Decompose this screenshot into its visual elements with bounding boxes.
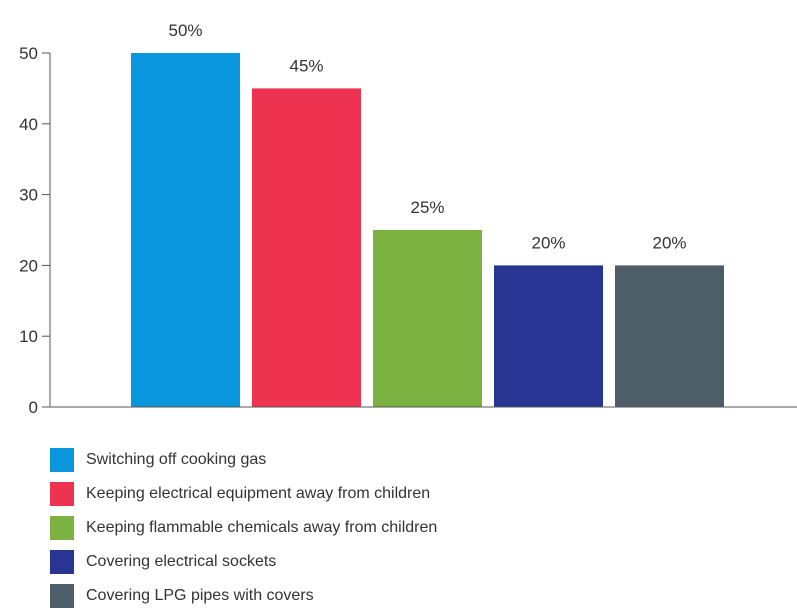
- bar-data-label: 20%: [652, 233, 686, 252]
- y-tick-label: 50: [19, 44, 38, 63]
- y-tick-label: 20: [19, 256, 38, 275]
- bar-data-label: 20%: [531, 233, 565, 252]
- legend-item: Covering LPG pipes with covers: [50, 579, 437, 613]
- bar: [615, 265, 724, 407]
- bar: [252, 88, 361, 408]
- y-tick-label: 10: [19, 327, 38, 346]
- y-axis: 0 10 20 30 40 50: [19, 44, 51, 417]
- y-tick-label: 0: [29, 398, 38, 417]
- legend-item: Keeping flammable chemicals away from ch…: [50, 511, 437, 545]
- bar-chart: 0 10 20 30 40 50 50% 45% 25% 20% 20%: [19, 21, 797, 417]
- legend-swatch: [50, 584, 74, 608]
- bars: [131, 53, 724, 408]
- legend-label: Keeping flammable chemicals away from ch…: [86, 519, 438, 536]
- legend-swatch: [50, 448, 74, 472]
- legend-item: Keeping electrical equipment away from c…: [50, 477, 437, 511]
- bar-data-label: 45%: [289, 56, 323, 75]
- bar: [494, 265, 603, 407]
- legend-item: Covering electrical sockets: [50, 545, 437, 579]
- bar-data-label: 50%: [168, 21, 202, 40]
- legend-label: Switching off cooking gas: [86, 451, 267, 468]
- bar-data-label: 25%: [410, 198, 444, 217]
- legend: Switching off cooking gas Keeping electri…: [50, 443, 437, 613]
- legend-item: Switching off cooking gas: [50, 443, 437, 477]
- bar: [373, 230, 482, 407]
- legend-label: Covering LPG pipes with covers: [86, 587, 314, 604]
- legend-swatch: [50, 550, 74, 574]
- y-tick-label: 40: [19, 115, 38, 134]
- legend-label: Keeping electrical equipment away from c…: [86, 485, 431, 502]
- legend-swatch: [50, 482, 74, 506]
- legend-swatch: [50, 516, 74, 540]
- data-labels: 50% 45% 25% 20% 20%: [168, 21, 686, 252]
- y-tick-label: 30: [19, 186, 38, 205]
- legend-label: Covering electrical sockets: [86, 553, 277, 570]
- bar: [131, 53, 240, 407]
